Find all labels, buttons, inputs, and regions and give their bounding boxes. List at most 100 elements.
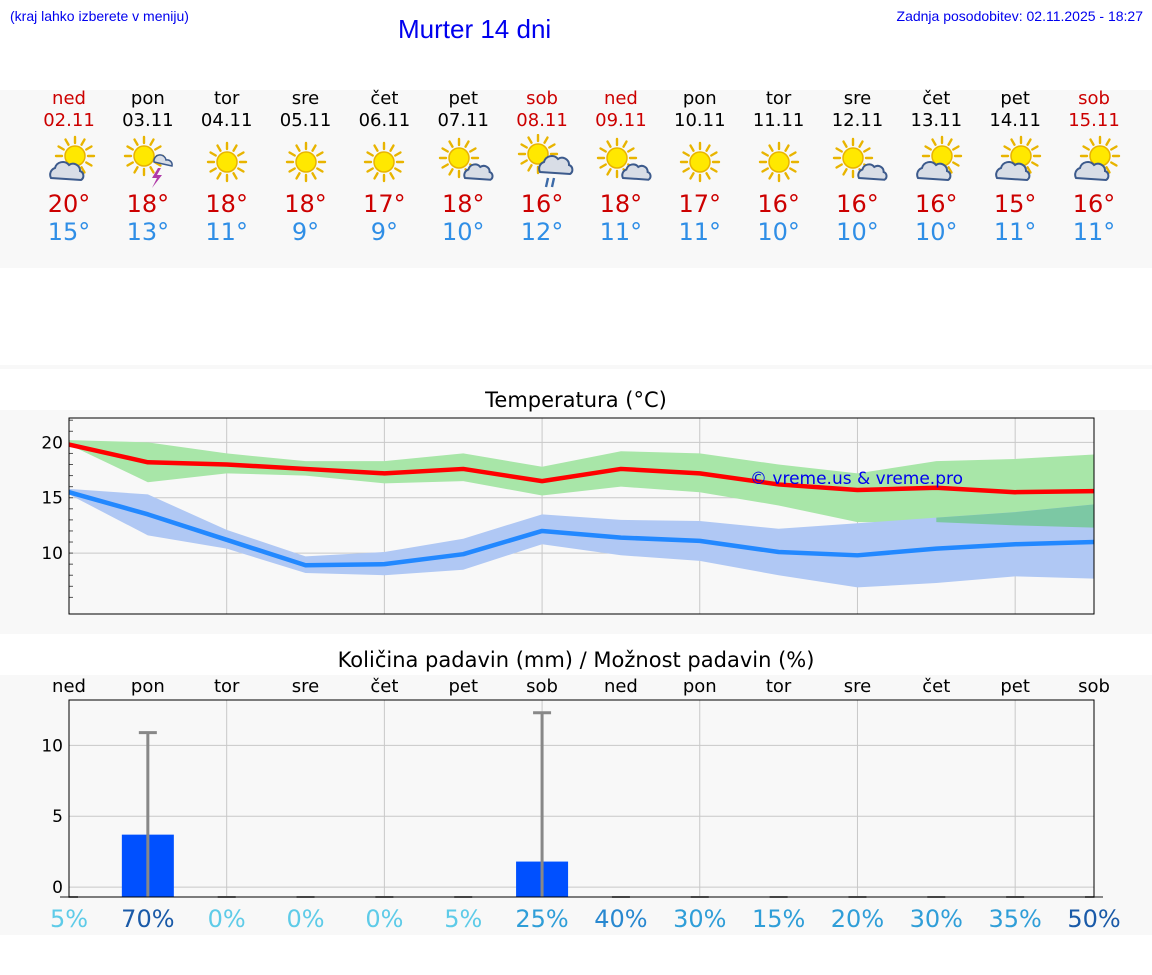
day-column: čet 06.11 17° 9° — [345, 88, 423, 246]
precip-probability: 30% — [673, 905, 726, 933]
y-tick-label: 15 — [41, 489, 63, 509]
day-column: ned 02.11 20° 15° — [30, 88, 108, 246]
category-label: sob — [526, 676, 558, 697]
plot-frame — [68, 417, 1095, 615]
day-name: pet — [448, 88, 478, 109]
sun-cloud-icon — [916, 135, 963, 182]
day-name: pet — [1000, 88, 1030, 109]
day-date: 03.11 — [122, 110, 174, 131]
day-name: ned — [603, 88, 638, 109]
sun-small-cloud-icon — [439, 137, 494, 181]
sun-small-cloud-icon — [596, 137, 652, 181]
temp-min: 9° — [370, 218, 399, 246]
temp-max: 17° — [363, 190, 406, 218]
day-name: čet — [370, 88, 399, 109]
day-name: ned — [52, 88, 86, 109]
precip-probability: 40% — [594, 905, 647, 933]
temp-min: 10° — [915, 218, 958, 246]
precip-probability: 5% — [50, 905, 88, 933]
category-label: ned — [604, 676, 638, 697]
temp-max: 16° — [757, 190, 800, 218]
precip-probability: 0% — [208, 905, 246, 933]
watermark: © vreme.us & vreme.pro — [750, 469, 963, 489]
temp-min: 11° — [599, 218, 643, 246]
precip-probability: 50% — [1067, 905, 1120, 933]
category-label: čet — [922, 676, 950, 697]
y-tick-label: 0 — [52, 878, 63, 898]
sun-icon — [364, 141, 405, 183]
day-column: ned 09.11 18° 11° — [582, 88, 660, 246]
precip-probability: 70% — [121, 905, 174, 933]
day-column: sre 12.11 16° 10° — [818, 88, 896, 246]
temp-max: 20° — [47, 190, 91, 218]
sun-cloud-icon — [995, 135, 1042, 182]
temp-max: 16° — [836, 190, 879, 218]
temp-min: 9° — [291, 218, 320, 246]
temp-max: 15° — [993, 190, 1037, 218]
temp-max: 18° — [205, 190, 248, 218]
temperature-chart: 10 15 20 © vreme.us & vreme.pro — [41, 417, 1095, 615]
temp-min: 13° — [126, 218, 170, 246]
temp-min: 11° — [993, 218, 1037, 246]
category-label: pon — [683, 676, 717, 697]
category-label: pon — [131, 676, 165, 697]
y-tick-label: 5 — [52, 807, 63, 827]
temp-min: 11° — [1072, 218, 1116, 246]
category-label: sre — [292, 676, 319, 697]
category-label: čet — [370, 676, 398, 697]
temp-min: 15° — [47, 218, 91, 246]
last-update: Zadnja posodobitev: 02.11.2025 - 18:27 — [896, 8, 1143, 24]
day-name: pon — [682, 88, 717, 109]
day-date: 06.11 — [358, 110, 411, 131]
temp-max: 18° — [284, 190, 327, 218]
day-column: pet 07.11 18° 10° — [424, 88, 502, 246]
day-date: 11.11 — [752, 110, 805, 131]
precip-probability: 25% — [515, 905, 568, 933]
day-date: 15.11 — [1068, 110, 1120, 131]
day-name: pon — [130, 88, 165, 109]
day-date: 02.11 — [43, 110, 95, 131]
overlap-band — [936, 504, 1094, 528]
day-date: 10.11 — [674, 110, 726, 131]
precip-probability: 15% — [752, 905, 805, 933]
precip-probability: 5% — [444, 905, 482, 933]
location-hint: (kraj lahko izberete v meniju) — [10, 8, 189, 24]
category-label: pet — [1000, 676, 1030, 697]
page-title: Murter 14 dni — [398, 14, 552, 44]
day-column: tor 04.11 18° 11° — [188, 88, 266, 246]
sun-cloud-icon — [1074, 135, 1121, 182]
day-date: 12.11 — [831, 110, 884, 131]
sun-icon — [285, 141, 326, 183]
temp-min: 10° — [757, 218, 800, 246]
precip-probability: 20% — [831, 905, 884, 933]
sun-storm-icon — [123, 135, 173, 188]
day-name: sob — [1078, 88, 1110, 109]
precip-probability: 30% — [910, 905, 963, 933]
day-column: pon 03.11 18° 13° — [109, 88, 187, 246]
day-date: 05.11 — [279, 110, 332, 131]
category-label: sob — [1078, 676, 1110, 697]
day-name: tor — [765, 88, 792, 109]
max-range-band — [69, 440, 1094, 528]
category-label: sre — [844, 676, 871, 697]
day-forecast-strip: ned 02.11 20° 15° pon 03.11 18° 13° tor 04.11 18° 1… — [0, 88, 1152, 268]
temp-min: 12° — [520, 218, 564, 246]
temp-max: 18° — [126, 190, 170, 218]
precip-probability: 0% — [365, 905, 403, 933]
temp-max: 18° — [441, 190, 485, 218]
temp-min: 10° — [441, 218, 485, 246]
sun-cloud-rain-icon — [517, 134, 574, 188]
category-label: ned — [52, 676, 86, 697]
day-date: 08.11 — [516, 110, 568, 131]
y-tick-label: 10 — [41, 736, 63, 756]
separator-band — [0, 365, 1152, 369]
sun-icon — [758, 141, 799, 183]
temp-max: 16° — [520, 190, 564, 218]
sun-small-cloud-icon — [833, 137, 888, 181]
temp-min: 11° — [678, 218, 722, 246]
day-column: sob 15.11 16° 11° — [1055, 88, 1133, 246]
day-column: sre 05.11 18° 9° — [267, 88, 345, 246]
day-name: čet — [922, 88, 951, 109]
temp-max: 16° — [915, 190, 958, 218]
category-label: tor — [766, 676, 792, 697]
